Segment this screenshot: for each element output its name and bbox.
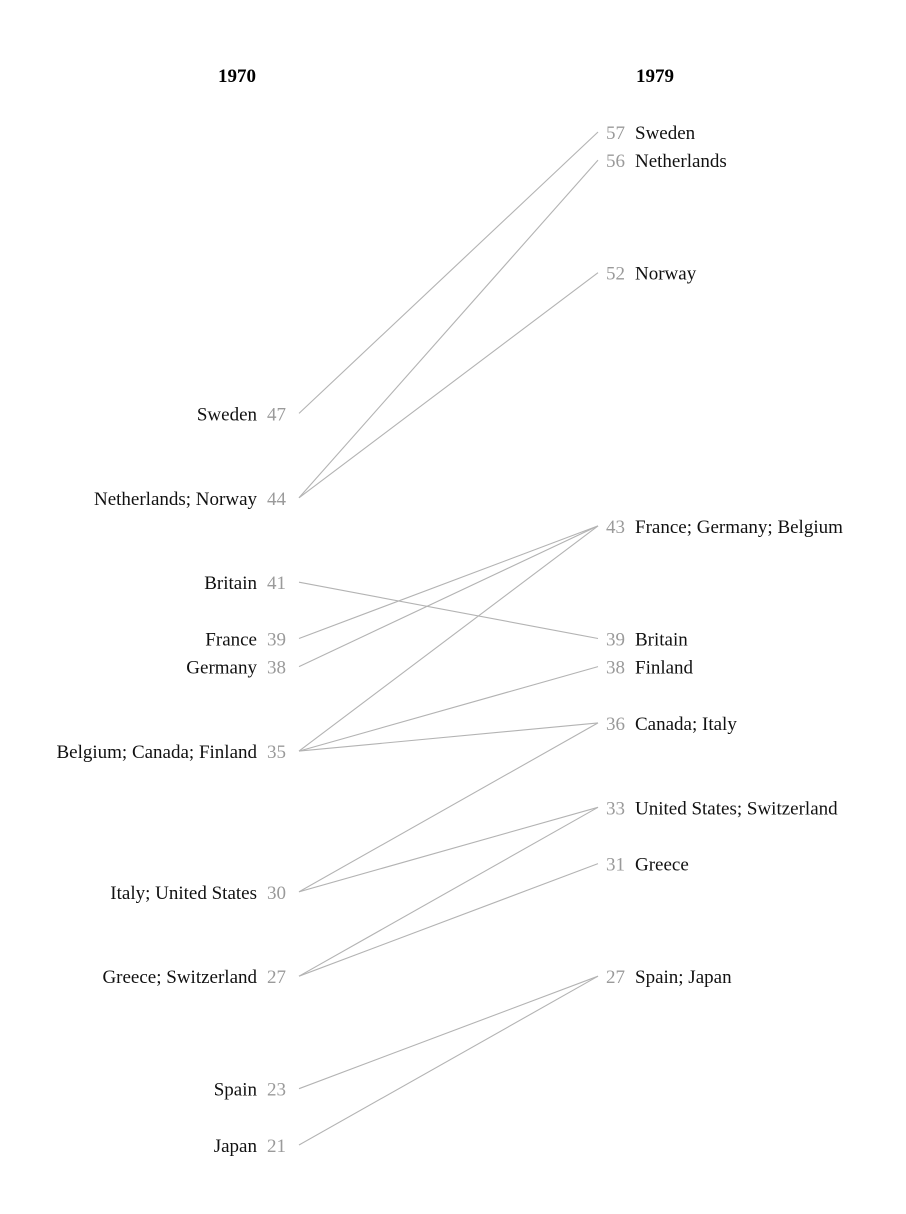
right-label: United States; Switzerland	[635, 798, 838, 819]
right-value: 43	[606, 517, 625, 538]
left-label: France	[205, 630, 257, 651]
right-value: 39	[606, 630, 625, 651]
left-label: Belgium; Canada; Finland	[56, 742, 257, 763]
right-value: 52	[606, 264, 625, 285]
right-value: 56	[606, 151, 625, 172]
column-header-1970: 1970	[218, 66, 256, 87]
right-column-labels: 57 Sweden 56 Netherlands 52 Norway 43 France; G…	[606, 123, 843, 988]
slope-lines	[298, 131, 599, 1146]
right-label: Sweden	[635, 123, 696, 144]
slope-line-france	[298, 525, 599, 640]
right-label: Britain	[635, 630, 688, 651]
left-label: Netherlands; Norway	[94, 489, 258, 510]
slope-line-sweden	[298, 131, 599, 414]
slope-line-netherlands	[298, 159, 599, 499]
slope-line-germany	[298, 525, 599, 668]
slope-line-finland	[298, 666, 599, 752]
slope-line-switzerland	[298, 806, 599, 977]
slope-line-italy	[298, 722, 599, 893]
right-label: Spain; Japan	[635, 967, 732, 988]
right-label: Greece	[635, 855, 689, 876]
right-label: Netherlands	[635, 151, 727, 172]
left-value: 47	[267, 404, 286, 425]
slope-line-japan	[298, 975, 599, 1146]
right-value: 38	[606, 658, 625, 679]
slope-line-spain	[298, 975, 599, 1090]
right-value: 33	[606, 798, 625, 819]
slope-line-greece	[298, 863, 599, 977]
slope-line-canada	[298, 722, 599, 752]
left-label: Italy; United States	[110, 883, 257, 904]
slope-line-norway	[298, 272, 599, 499]
right-value: 27	[606, 967, 625, 988]
left-value: 41	[267, 573, 286, 594]
slope-line-belgium	[298, 525, 599, 752]
left-column-labels: Sweden 47 Netherlands; Norway 44 Britain 41 Fr…	[56, 404, 286, 1157]
left-value: 30	[267, 883, 286, 904]
left-label: Germany	[186, 658, 257, 679]
left-label: Britain	[204, 573, 257, 594]
left-value: 21	[267, 1136, 286, 1157]
right-label: Norway	[635, 264, 697, 285]
left-value: 38	[267, 658, 286, 679]
left-value: 39	[267, 630, 286, 651]
right-value: 31	[606, 855, 625, 876]
left-label: Spain	[214, 1080, 258, 1101]
right-value: 36	[606, 714, 625, 735]
right-value: 57	[606, 123, 625, 144]
right-label: France; Germany; Belgium	[635, 517, 843, 538]
left-value: 35	[267, 742, 286, 763]
left-value: 23	[267, 1080, 286, 1101]
slope-line-britain	[298, 581, 599, 640]
slope-line-united-states	[298, 806, 599, 893]
left-label: Japan	[214, 1136, 258, 1157]
right-label: Finland	[635, 658, 694, 679]
right-label: Canada; Italy	[635, 714, 737, 735]
left-label: Sweden	[197, 404, 258, 425]
left-value: 44	[267, 489, 287, 510]
left-value: 27	[267, 967, 286, 988]
column-header-1979: 1979	[636, 66, 674, 87]
left-label: Greece; Switzerland	[102, 967, 257, 988]
